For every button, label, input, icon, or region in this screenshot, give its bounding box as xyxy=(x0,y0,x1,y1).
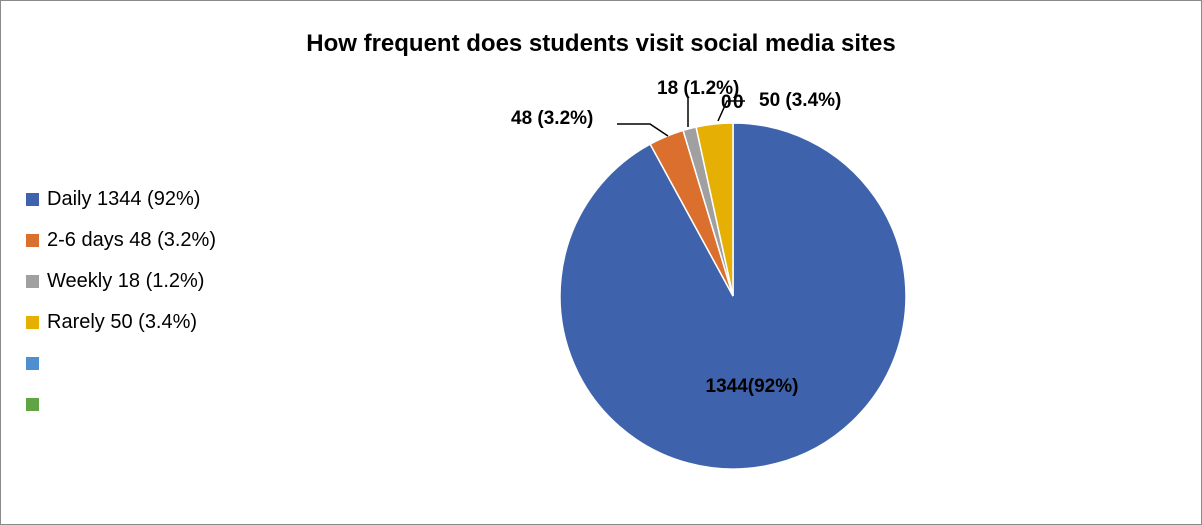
data-label-daily: 1344(92%) xyxy=(706,376,799,397)
data-label-empty-2: 0 xyxy=(733,92,744,113)
legend-label-weekly: Weekly 18 (1.2%) xyxy=(47,270,205,292)
leader-line-rarely xyxy=(717,100,745,122)
leader-line-2-6-days xyxy=(617,123,669,137)
legend-swatch-5 xyxy=(26,357,39,370)
legend: Daily 1344 (92%) 2-6 days 48 (3.2%) Week… xyxy=(26,179,216,425)
legend-item-2-6-days: 2-6 days 48 (3.2%) xyxy=(26,220,216,261)
leader-lines xyxy=(617,97,745,137)
data-label-rarely: 50 (3.4%) xyxy=(759,90,841,111)
legend-swatch-rarely xyxy=(26,316,39,329)
legend-swatch-6 xyxy=(26,398,39,411)
data-label-empty-1: 0 xyxy=(721,92,732,113)
legend-item-rarely: Rarely 50 (3.4%) xyxy=(26,302,216,343)
legend-swatch-weekly xyxy=(26,275,39,288)
legend-item-6 xyxy=(26,384,216,425)
data-label-weekly: 18 (1.2%) xyxy=(657,78,739,99)
legend-item-daily: Daily 1344 (92%) xyxy=(26,179,216,220)
legend-label-daily: Daily 1344 (92%) xyxy=(47,188,201,210)
legend-item-5 xyxy=(26,343,216,384)
pie-slices xyxy=(559,122,907,470)
legend-item-weekly: Weekly 18 (1.2%) xyxy=(26,261,216,302)
data-label-2-6-days: 48 (3.2%) xyxy=(511,108,593,129)
legend-label-2-6-days: 2-6 days 48 (3.2%) xyxy=(47,229,216,251)
legend-label-rarely: Rarely 50 (3.4%) xyxy=(47,311,198,333)
pie-slice-rarely xyxy=(695,122,734,297)
chart-title: How frequent does students visit social … xyxy=(306,30,896,57)
legend-swatch-2-6-days xyxy=(26,234,39,247)
legend-swatch-daily xyxy=(26,193,39,206)
